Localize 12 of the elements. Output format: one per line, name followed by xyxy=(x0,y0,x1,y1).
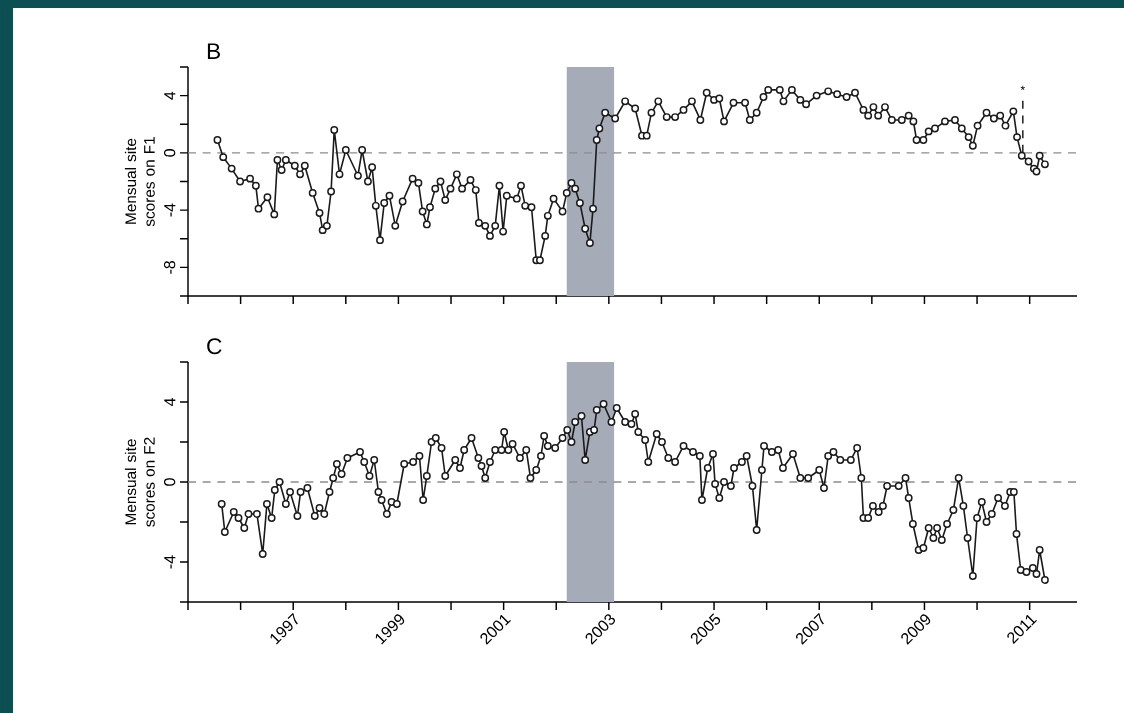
y-tick-label: 4 xyxy=(164,91,176,100)
y-tick-label: -4 xyxy=(164,203,176,217)
ref-line-label: * xyxy=(1020,85,1025,90)
y-tick-label: 4 xyxy=(164,398,176,407)
chart-title: C xyxy=(207,338,222,355)
y-axis-title: Mensual site scores on F2 xyxy=(124,437,155,527)
y-tick-label: 0 xyxy=(163,478,176,486)
y-tick-label: -8 xyxy=(163,260,176,274)
chart-title: B xyxy=(207,43,220,59)
y-tick-label: -4 xyxy=(164,555,176,569)
y-tick-label: 0 xyxy=(163,149,176,157)
y-axis-title: Mensual site scores on F1 xyxy=(124,137,155,227)
